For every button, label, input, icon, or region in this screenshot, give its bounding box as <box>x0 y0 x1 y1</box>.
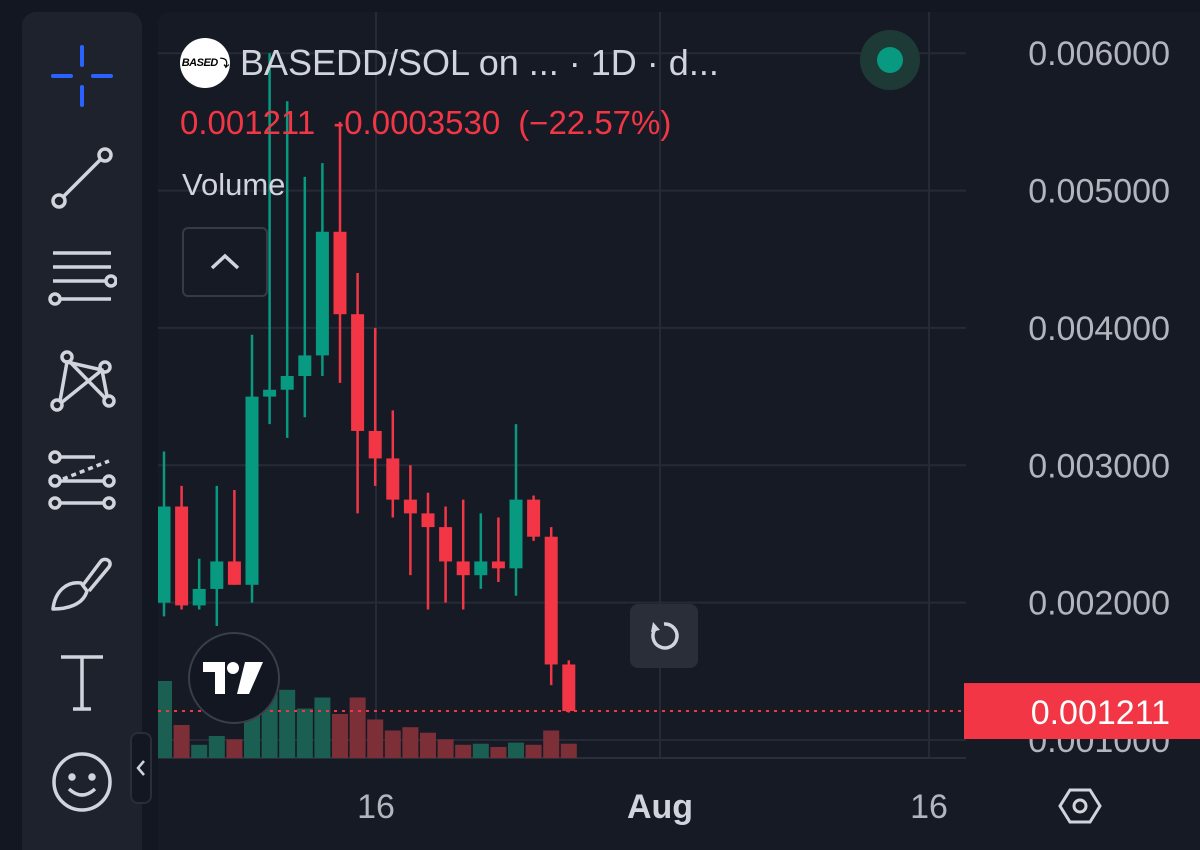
fib-retracement-icon[interactable] <box>32 238 132 318</box>
candle-body[interactable] <box>368 430 382 459</box>
time-axis-label: 16 <box>910 788 948 826</box>
candle-body[interactable] <box>245 396 259 585</box>
price-change-percent: (−22.57%) <box>518 104 672 141</box>
pattern-icon[interactable] <box>32 340 132 420</box>
volume-indicator-label[interactable]: Volume <box>182 167 286 202</box>
volume-bar <box>279 689 296 758</box>
volume-bar <box>173 725 190 758</box>
coin-logo-text: BASED <box>181 57 219 69</box>
volume-bar <box>560 743 577 758</box>
market-status-indicator[interactable] <box>860 30 920 90</box>
price-axis-label: 0.002000 <box>1028 585 1170 623</box>
volume-bar <box>420 732 436 758</box>
emoji-icon[interactable] <box>32 742 132 822</box>
reset-icon <box>651 622 679 650</box>
chevron-left-icon <box>136 760 145 776</box>
time-axis-label: 16 <box>357 788 395 826</box>
candle-body[interactable] <box>333 231 347 315</box>
candle-body[interactable] <box>474 561 488 576</box>
volume-bar <box>226 739 243 758</box>
volume-bar <box>332 714 348 758</box>
price-change: -0.0003530 <box>333 104 501 141</box>
candle-body[interactable] <box>263 389 277 397</box>
settings-hexagon-icon <box>1058 788 1102 824</box>
volume-bar <box>384 730 401 758</box>
candle-body[interactable] <box>491 561 505 569</box>
volume-bar <box>314 697 331 758</box>
candle-body[interactable] <box>280 376 294 390</box>
candle-body[interactable] <box>158 506 171 603</box>
candle-body[interactable] <box>210 561 224 589</box>
candle-body[interactable] <box>227 561 241 585</box>
candle-body[interactable] <box>544 536 558 665</box>
reset-chart-button[interactable] <box>630 604 698 668</box>
volume-bar <box>191 744 208 758</box>
brush-icon[interactable] <box>32 542 132 622</box>
candle-body[interactable] <box>421 513 435 528</box>
volume-bar <box>455 744 472 758</box>
chevron-up-icon <box>210 253 240 270</box>
candle-body[interactable] <box>403 499 417 514</box>
chart-settings-button[interactable] <box>1058 784 1102 833</box>
candlestick-chart[interactable]: 0.006000 0.005000 0.004000 0.003000 0.002000… <box>158 12 1200 850</box>
candle-body[interactable] <box>351 314 365 431</box>
volume-bar <box>367 719 384 758</box>
candle-body[interactable] <box>192 588 206 606</box>
candle-body[interactable] <box>509 499 523 569</box>
candle-body[interactable] <box>175 506 189 606</box>
market-open-dot-icon <box>877 47 903 73</box>
price-axis-label: 0.005000 <box>1028 173 1170 211</box>
drawing-toolbar <box>22 12 142 850</box>
volume-bar <box>349 697 366 758</box>
price-change-row: 0.001211 -0.0003530 (−22.57%) <box>180 104 689 142</box>
candle-body[interactable] <box>456 561 470 576</box>
crosshair-icon[interactable] <box>32 36 132 116</box>
price-axis-label: 0.006000 <box>1028 35 1170 73</box>
current-price-label: 0.001211 <box>1031 694 1170 732</box>
prediction-icon[interactable] <box>32 440 132 520</box>
volume-bar <box>543 730 560 758</box>
text-icon[interactable] <box>32 642 132 722</box>
volume-bar <box>472 743 489 758</box>
tradingview-logo[interactable] <box>188 632 280 724</box>
symbol-legend[interactable]: BASED ⤵ BASEDD/SOL on ... · 1D · d... <box>180 38 719 88</box>
volume-bar <box>208 736 225 758</box>
volume-bar <box>437 739 454 758</box>
volume-bar <box>525 744 542 758</box>
candle-body[interactable] <box>386 458 400 500</box>
candle-body[interactable] <box>562 664 576 712</box>
candle-body[interactable] <box>315 231 329 356</box>
coin-logo: BASED ⤵ <box>180 38 230 88</box>
volume-bar <box>490 747 507 758</box>
trend-line-icon[interactable] <box>32 138 132 218</box>
price-axis-label: 0.003000 <box>1028 447 1170 485</box>
tradingview-logo-icon <box>203 662 263 694</box>
candle-body[interactable] <box>439 527 453 562</box>
volume-bar <box>508 742 524 758</box>
price-axis-label: 0.004000 <box>1028 310 1170 348</box>
volume-bar <box>402 727 419 758</box>
volume-bar <box>296 708 313 758</box>
collapse-legend-button[interactable] <box>182 227 268 297</box>
hide-toolbar-button[interactable] <box>130 732 152 804</box>
symbol-title: BASEDD/SOL on ... · 1D · d... <box>240 42 719 83</box>
last-price: 0.001211 <box>180 104 316 141</box>
candle-body[interactable] <box>298 355 312 377</box>
volume-bar <box>158 681 172 758</box>
time-axis-label: Aug <box>627 788 693 826</box>
candle-body[interactable] <box>527 499 541 537</box>
current-price-tag <box>964 683 1200 740</box>
chart-panel[interactable]: 0.006000 0.005000 0.004000 0.003000 0.002000… <box>158 12 1200 850</box>
